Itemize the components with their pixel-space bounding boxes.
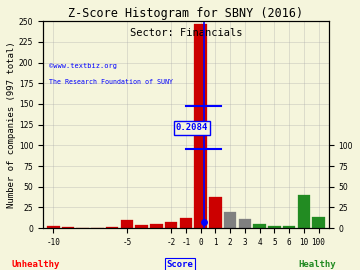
Text: Unhealthy: Unhealthy xyxy=(12,260,60,269)
Bar xyxy=(297,195,310,228)
Y-axis label: Number of companies (997 total): Number of companies (997 total) xyxy=(7,41,16,208)
Text: The Research Foundation of SUNY: The Research Foundation of SUNY xyxy=(49,79,173,85)
Bar xyxy=(165,222,177,228)
Bar xyxy=(121,220,133,228)
Bar xyxy=(106,227,118,228)
Bar xyxy=(312,217,325,228)
Text: Score: Score xyxy=(167,260,193,269)
Bar xyxy=(194,23,207,228)
Bar xyxy=(180,218,192,228)
Text: 0.2084: 0.2084 xyxy=(176,123,208,132)
Bar xyxy=(47,226,59,228)
Bar xyxy=(62,227,74,228)
Bar xyxy=(283,227,295,228)
Bar xyxy=(224,212,237,228)
Bar xyxy=(150,224,163,228)
Text: Sector: Financials: Sector: Financials xyxy=(130,28,242,38)
Bar xyxy=(268,226,280,228)
Text: Healthy: Healthy xyxy=(298,260,336,269)
Bar xyxy=(253,224,266,228)
Text: ©www.textbiz.org: ©www.textbiz.org xyxy=(49,63,117,69)
Bar xyxy=(239,219,251,228)
Bar xyxy=(209,197,222,228)
Title: Z-Score Histogram for SBNY (2016): Z-Score Histogram for SBNY (2016) xyxy=(68,7,303,20)
Bar xyxy=(135,225,148,228)
